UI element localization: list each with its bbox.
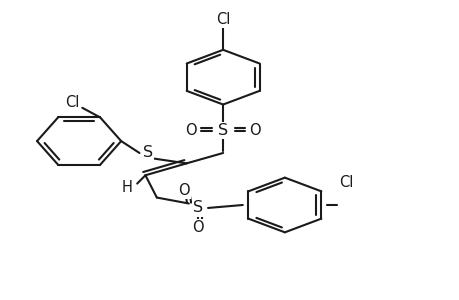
Text: Cl: Cl: [215, 12, 230, 27]
Text: O: O: [249, 123, 260, 138]
Text: H: H: [122, 180, 132, 195]
Text: Cl: Cl: [65, 95, 79, 110]
Text: S: S: [192, 200, 202, 215]
Text: S: S: [218, 123, 228, 138]
Text: S: S: [142, 146, 152, 160]
Text: O: O: [192, 220, 203, 235]
Text: O: O: [185, 123, 196, 138]
Text: Cl: Cl: [339, 175, 353, 190]
Text: O: O: [178, 183, 190, 198]
